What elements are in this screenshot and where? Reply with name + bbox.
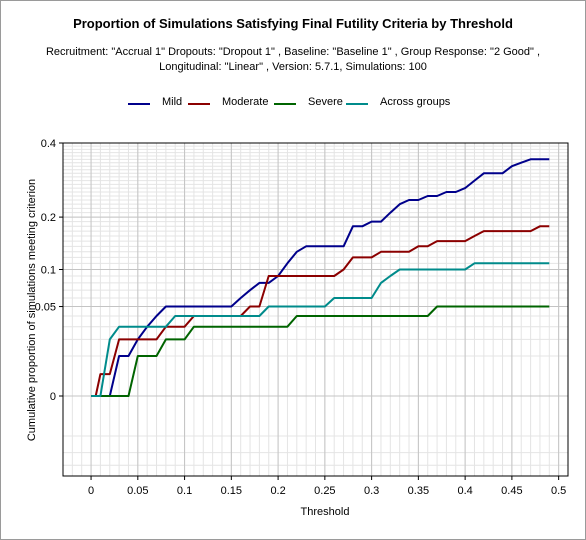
y-axis-label: Cumulative proportion of simulations mee… — [26, 179, 38, 441]
y-tick-label: 0.2 — [41, 212, 56, 224]
y-tick-label: 0.05 — [35, 302, 56, 314]
series-line-severe — [91, 305, 550, 397]
legend-swatch-severe — [274, 103, 296, 105]
series-line-mild — [91, 158, 550, 397]
x-tick-label: 0.4 — [457, 485, 472, 497]
chart-subtitle-line-1: Recruitment: "Accrual 1" Dropouts: "Drop… — [45, 46, 541, 58]
y-tick-label: 0.1 — [41, 264, 56, 276]
legend-swatch-across-groups — [346, 103, 368, 105]
chart-legend: Mild Moderate Severe Across groups — [0, 96, 586, 112]
x-tick-label: 0.3 — [364, 485, 379, 497]
chart-title: Proportion of Simulations Satisfying Fin… — [73, 16, 513, 31]
legend-label-mild: Mild — [162, 96, 183, 108]
chart-subtitle-line-2: Longitudinal: "Linear" , Version: 5.7.1,… — [159, 61, 427, 73]
series-layer — [91, 158, 550, 397]
grid-layer — [62, 142, 569, 477]
legend-swatch-moderate — [188, 103, 210, 105]
legend-label-severe: Severe — [308, 96, 343, 108]
x-tick-label: 0.05 — [127, 485, 148, 497]
y-tick-label: 0 — [50, 391, 56, 403]
series-line-moderate — [91, 225, 550, 397]
x-tick-label: 0.45 — [501, 485, 522, 497]
x-axis-label: Threshold — [301, 506, 350, 518]
legend-label-moderate: Moderate — [222, 96, 269, 108]
axis-layer: 0 0.05 0.1 0.15 0.2 0.25 0.3 0.35 0.4 0.45 0.5 0 0.0… — [35, 138, 569, 497]
series-line-across-groups — [91, 262, 550, 397]
x-tick-label: 0 — [88, 485, 94, 497]
legend-swatch-mild — [128, 103, 150, 105]
x-tick-label: 0.15 — [221, 485, 242, 497]
y-tick-label: 0.4 — [41, 138, 56, 150]
plot-border — [62, 142, 569, 477]
x-tick-label: 0.5 — [551, 485, 566, 497]
legend-label-across-groups: Across groups — [380, 96, 451, 108]
x-tick-label: 0.25 — [314, 485, 335, 497]
x-tick-label: 0.35 — [408, 485, 429, 497]
x-tick-label: 0.1 — [177, 485, 192, 497]
x-tick-label: 0.2 — [270, 485, 285, 497]
